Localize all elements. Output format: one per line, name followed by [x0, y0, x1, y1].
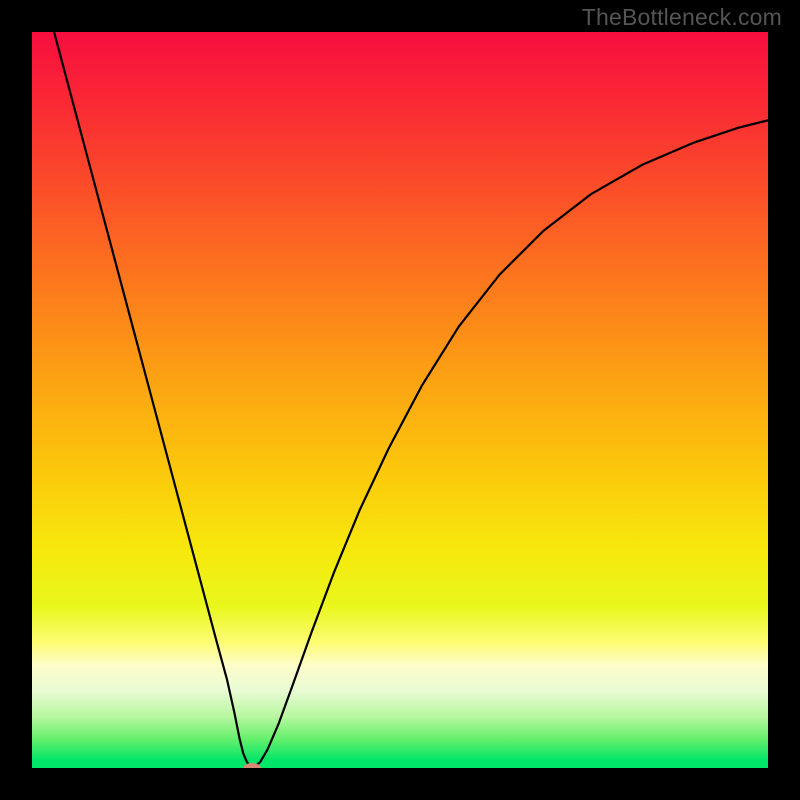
- chart-container: TheBottleneck.com: [0, 0, 800, 800]
- bottleneck-curve: [32, 32, 768, 768]
- watermark-text: TheBottleneck.com: [582, 4, 782, 31]
- curve-path: [54, 32, 768, 767]
- plot-area: [32, 32, 768, 768]
